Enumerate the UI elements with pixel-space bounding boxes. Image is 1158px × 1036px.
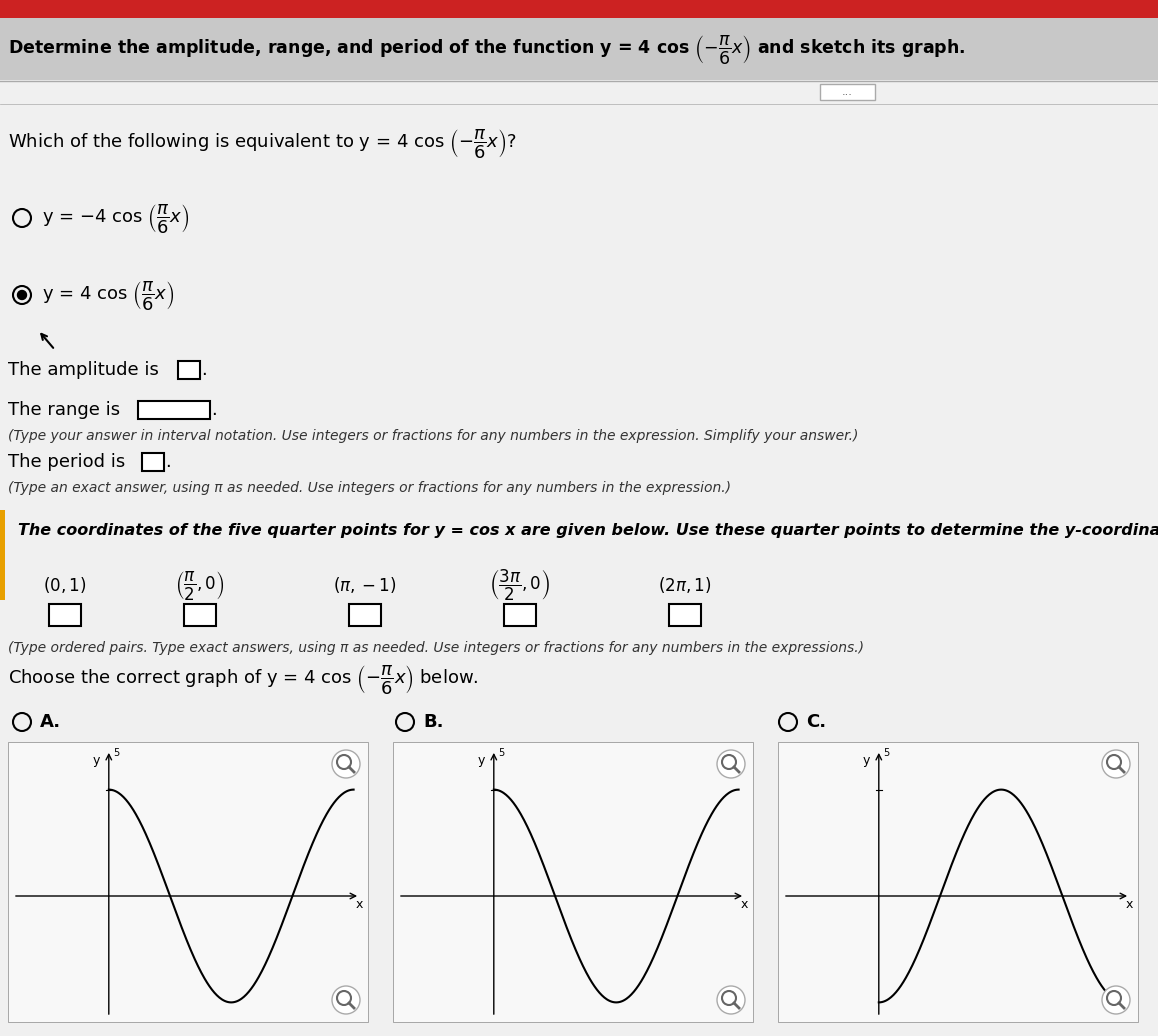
Text: y: y xyxy=(863,754,871,767)
Text: (Type your answer in interval notation. Use integers or fractions for any number: (Type your answer in interval notation. … xyxy=(8,429,858,443)
Text: (Type ordered pairs. Type exact answers, using π as needed. Use integers or frac: (Type ordered pairs. Type exact answers,… xyxy=(8,641,864,655)
Bar xyxy=(349,604,381,626)
Text: 5: 5 xyxy=(498,748,504,758)
Text: 5: 5 xyxy=(112,748,119,758)
Circle shape xyxy=(1102,986,1130,1014)
Text: $(0,1)$: $(0,1)$ xyxy=(43,575,87,595)
Circle shape xyxy=(717,986,745,1014)
Bar xyxy=(504,604,536,626)
Bar xyxy=(49,604,81,626)
Circle shape xyxy=(17,290,27,299)
Bar xyxy=(0,0,1158,18)
Text: The amplitude is: The amplitude is xyxy=(8,361,159,379)
Bar xyxy=(0,18,1158,80)
Text: x: x xyxy=(1126,898,1134,911)
Circle shape xyxy=(332,986,360,1014)
Circle shape xyxy=(717,750,745,778)
Bar xyxy=(184,604,217,626)
Text: 5: 5 xyxy=(882,748,889,758)
Text: [−4, 4]: [−4, 4] xyxy=(139,401,208,419)
Text: .: . xyxy=(164,453,170,471)
Circle shape xyxy=(1102,750,1130,778)
Text: y = $-$4 cos $\left(\dfrac{\pi}{6}x\right)$: y = $-$4 cos $\left(\dfrac{\pi}{6}x\righ… xyxy=(42,201,190,234)
Text: The range is: The range is xyxy=(8,401,120,419)
Text: Which of the following is equivalent to y = 4 cos $\left(-\dfrac{\pi}{6}x\right): Which of the following is equivalent to … xyxy=(8,126,516,160)
Text: y: y xyxy=(93,754,101,767)
Circle shape xyxy=(332,750,360,778)
Text: A.: A. xyxy=(41,713,61,731)
Text: $\left(\dfrac{\pi}{2},0\right)$: $\left(\dfrac{\pi}{2},0\right)$ xyxy=(175,569,225,602)
Bar xyxy=(178,361,200,379)
Text: The coordinates of the five quarter points for y = cos x are given below. Use th: The coordinates of the five quarter poin… xyxy=(19,522,1158,538)
Bar xyxy=(778,742,1138,1021)
Bar xyxy=(8,742,368,1021)
Text: ...: ... xyxy=(842,87,852,97)
Text: Choose the correct graph of y = 4 cos $\left(-\dfrac{\pi}{6}x\right)$ below.: Choose the correct graph of y = 4 cos $\… xyxy=(8,663,478,696)
Text: .: . xyxy=(201,361,207,379)
Bar xyxy=(669,604,701,626)
Text: $(2\pi,1)$: $(2\pi,1)$ xyxy=(659,575,712,595)
Bar xyxy=(820,84,875,100)
Bar xyxy=(0,510,5,600)
Text: Determine the amplitude, range, and period of the function y = 4 cos $\left(-\df: Determine the amplitude, range, and peri… xyxy=(8,33,966,66)
Bar xyxy=(142,453,164,471)
Bar xyxy=(138,401,210,419)
Text: B.: B. xyxy=(423,713,444,731)
Text: $(\pi,-1)$: $(\pi,-1)$ xyxy=(334,575,396,595)
Text: The period is: The period is xyxy=(8,453,125,471)
Text: (Type an exact answer, using π as needed. Use integers or fractions for any numb: (Type an exact answer, using π as needed… xyxy=(8,481,731,495)
Text: y: y xyxy=(478,754,485,767)
Text: $\left(\dfrac{3\pi}{2},0\right)$: $\left(\dfrac{3\pi}{2},0\right)$ xyxy=(490,568,550,603)
Text: .: . xyxy=(211,401,217,419)
Bar xyxy=(393,742,753,1021)
Text: C.: C. xyxy=(806,713,826,731)
Text: x: x xyxy=(741,898,748,911)
Text: y = 4 cos $\left(\dfrac{\pi}{6}x\right)$: y = 4 cos $\left(\dfrac{\pi}{6}x\right)$ xyxy=(42,279,175,312)
Text: 4: 4 xyxy=(183,361,196,379)
Text: x: x xyxy=(356,898,364,911)
